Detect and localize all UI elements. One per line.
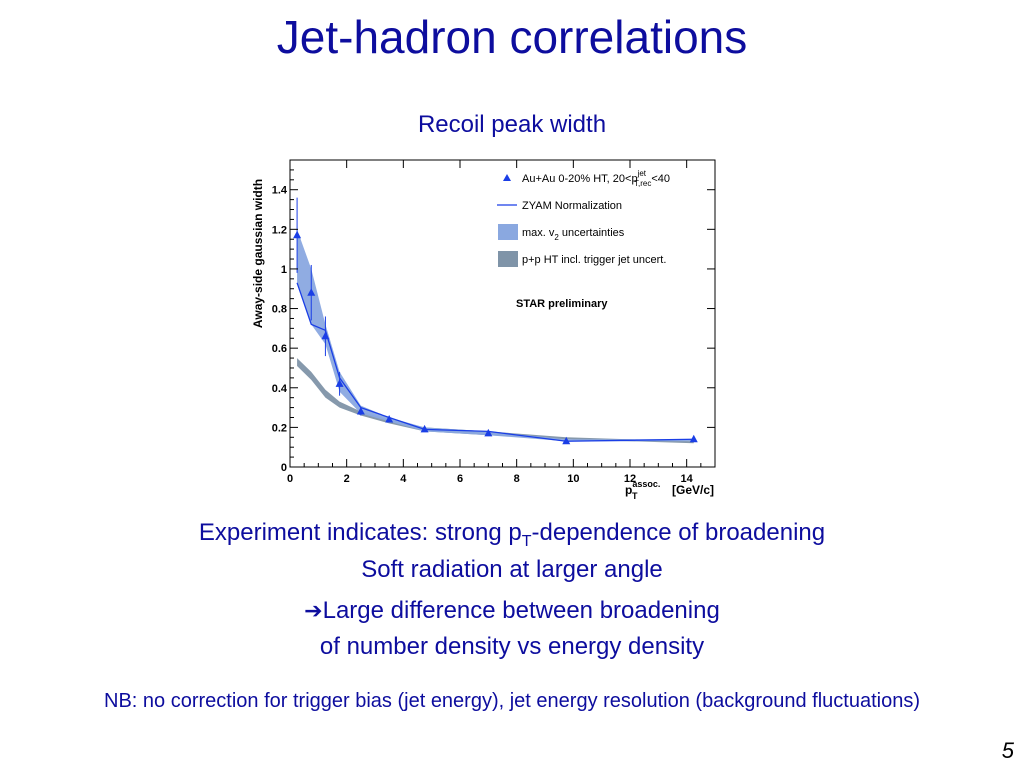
y-tick-label: 0.4 (272, 383, 288, 395)
data-point (420, 424, 429, 433)
y-tick-label: 0.8 (272, 304, 287, 316)
data-point (689, 434, 698, 443)
zyam-line (296, 282, 694, 442)
legend-entry-v2-tail: uncertainties (559, 227, 625, 239)
y-tick-label: 1.4 (272, 185, 288, 197)
chart-subtitle: Recoil peak width (417, 111, 607, 138)
conclusion-line-2: of number density vs energy density (319, 633, 705, 660)
x-axis-label-sup: assoc. (632, 479, 660, 489)
x-tick-label: 6 (457, 473, 463, 485)
finding-line-1-b: -dependence of broadening (531, 519, 826, 546)
finding-line-2: Soft radiation at larger angle (361, 556, 663, 583)
data-point (562, 436, 571, 445)
data-point (484, 428, 493, 437)
legend-entry-pp-main: p+p HT incl. trigger jet uncert. (522, 254, 666, 266)
finding-line-1-a: Experiment indicates: strong p (198, 519, 522, 546)
conclusion-line-1-text: Large difference between broadening (322, 597, 720, 624)
plot-frame (289, 159, 716, 468)
y-tick-label: 1.2 (272, 224, 287, 236)
x-tick-label: 0 (287, 473, 293, 485)
right-arrow-icon: ➔ (304, 598, 323, 623)
x-tick-label: 8 (514, 473, 520, 485)
band-layer (297, 229, 694, 444)
line-layer (296, 282, 694, 442)
legend-v2-box-icon (498, 224, 518, 240)
legend-triangle-icon (503, 174, 511, 181)
legend-entry-v2-sub: 2 (554, 233, 559, 242)
star-preliminary-label: STAR preliminary (516, 298, 608, 310)
slide-title: Jet-hadron correlations (276, 11, 748, 63)
x-tick-label: 4 (400, 473, 407, 485)
page-number: 5 (1001, 738, 1014, 763)
data-point (356, 407, 365, 415)
x-axis-label: passoc. T (625, 479, 660, 501)
legend-entry-auau-sup: jet (637, 169, 647, 178)
x-tick-label: 10 (567, 473, 579, 485)
data-point (293, 230, 302, 239)
y-tick-label: 0.2 (272, 422, 287, 434)
data-point (335, 379, 344, 387)
legend-entry-auau-main: Au+Au 0-20% HT, 20<p (522, 173, 638, 185)
recoil-width-chart: 0 2 4 6 8 10 12 14 0 0.2 0.4 0.6 0.8 1 1.2 1.4 Away-side… (251, 159, 716, 501)
axis-layer: 0 2 4 6 8 10 12 14 0 0.2 0.4 0.6 0.8 1 1.2 1.4 Away-side… (251, 159, 716, 501)
x-tick-label: 14 (681, 473, 694, 485)
x-axis-label-sub: T (632, 491, 638, 501)
conclusion-line-1: ➔Large difference between broadening (0, 597, 1024, 625)
point-layer (293, 197, 698, 445)
legend-entry-zyam: ZYAM Normalization (522, 200, 622, 212)
data-point (385, 414, 394, 423)
legend-entry-zyam-main: ZYAM Normalization (522, 200, 622, 212)
x-tick-label: 12 (624, 473, 636, 485)
legend-pp-box-icon (498, 251, 518, 267)
finding-line-1-sub: T (521, 532, 532, 550)
legend-entry-auau: Au+Au 0-20% HT, 20<pjet T,rec<40 (522, 169, 670, 188)
data-point (307, 288, 316, 296)
nb-note: NB: no correction for trigger bias (jet … (104, 690, 920, 712)
legend-entry-auau-sub: T,rec (634, 179, 651, 188)
legend-entry-v2: max. v2 uncertainties (522, 227, 625, 242)
data-point (321, 331, 330, 340)
legend-entry-v2-main: max. v (522, 227, 555, 239)
x-axis-label-main: p (625, 483, 632, 497)
x-tick-label: 2 (344, 473, 350, 485)
x-axis-unit: [GeV/c] (672, 483, 714, 497)
y-tick-label: 1 (281, 264, 287, 276)
finding-line-1: Experiment indicates: strong pT-dependen… (0, 519, 1024, 551)
chart-legend: Au+Au 0-20% HT, 20<pjet T,rec<40 ZYAM Norm… (497, 169, 670, 310)
legend-entry-auau-tail: <40 (651, 173, 670, 185)
y-tick-label: 0 (281, 462, 287, 474)
y-tick-label: 0.6 (272, 343, 287, 355)
legend-entry-pp: p+p HT incl. trigger jet uncert. (522, 254, 666, 266)
y-axis-label: Away-side gaussian width (251, 179, 265, 328)
